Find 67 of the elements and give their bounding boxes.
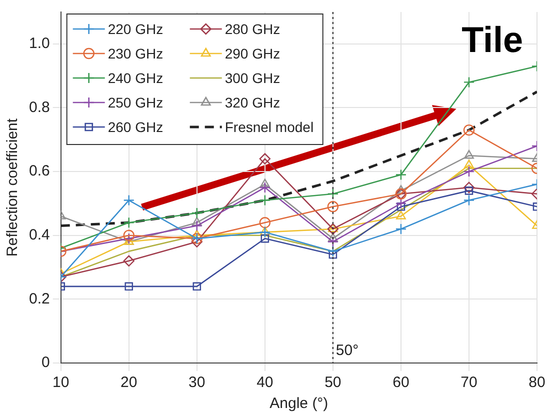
point xyxy=(259,226,271,238)
legend-label: 230 GHz xyxy=(108,45,164,62)
point xyxy=(395,169,407,180)
legend-label: 250 GHz xyxy=(108,94,164,110)
point xyxy=(328,223,338,232)
point xyxy=(123,232,134,244)
point xyxy=(123,194,134,206)
point xyxy=(259,217,271,228)
point xyxy=(463,76,475,88)
point xyxy=(327,201,339,212)
legend-label: 260 GHz xyxy=(108,118,164,135)
point xyxy=(124,282,134,291)
point xyxy=(328,250,338,259)
y-axis-title: Reflection coefficient xyxy=(4,118,22,257)
annotation: Tile xyxy=(462,18,523,60)
point xyxy=(464,150,474,159)
point xyxy=(191,236,202,248)
y-tick-label: 0 xyxy=(42,354,50,372)
point xyxy=(260,178,270,188)
legend-label: 300 GHz xyxy=(224,70,280,86)
x-tick-label: 20 xyxy=(120,374,138,392)
point xyxy=(260,234,270,243)
y-tick-label: 0.6 xyxy=(28,162,50,180)
point xyxy=(123,255,134,266)
y-tick-label: 1.0 xyxy=(28,35,50,52)
x-tick-label: 70 xyxy=(460,374,478,392)
point xyxy=(395,198,407,210)
y-tick-label: 0.8 xyxy=(28,98,50,116)
x-tick-label: 50 xyxy=(324,374,342,392)
point xyxy=(395,223,407,235)
point xyxy=(259,153,271,164)
ref-line-label: 50° xyxy=(336,342,359,359)
point xyxy=(463,124,475,136)
point xyxy=(396,202,406,211)
point xyxy=(464,186,474,195)
point xyxy=(396,210,406,220)
point xyxy=(463,182,475,194)
point xyxy=(192,217,202,226)
point xyxy=(327,223,339,235)
x-tick-label: 80 xyxy=(528,374,546,392)
legend-label: 220 GHz xyxy=(108,20,164,37)
point xyxy=(191,220,202,232)
point xyxy=(327,246,339,257)
y-tick-label: 0.4 xyxy=(28,226,50,244)
legend-label: Fresnel model xyxy=(224,118,314,135)
x-tick-label: 10 xyxy=(52,374,70,392)
point xyxy=(327,188,339,200)
x-axis-title: Angle (°) xyxy=(270,395,328,412)
legend-label: 320 GHz xyxy=(224,94,280,110)
x-tick-label: 60 xyxy=(392,374,410,392)
x-tick-label: 30 xyxy=(188,374,206,392)
point xyxy=(463,166,475,178)
point xyxy=(259,182,271,194)
point xyxy=(463,194,475,206)
legend-label: 240 GHz xyxy=(108,70,164,86)
point xyxy=(259,194,271,206)
point xyxy=(327,236,339,248)
point xyxy=(464,160,474,168)
point xyxy=(123,217,134,228)
point xyxy=(191,207,202,219)
legend-label: 280 GHz xyxy=(224,20,280,37)
y-tick-label: 0.2 xyxy=(28,290,50,308)
legend-label: 290 GHz xyxy=(224,45,280,62)
point xyxy=(260,226,270,236)
point xyxy=(123,230,134,241)
point xyxy=(192,282,202,291)
x-tick-label: 40 xyxy=(256,374,274,392)
